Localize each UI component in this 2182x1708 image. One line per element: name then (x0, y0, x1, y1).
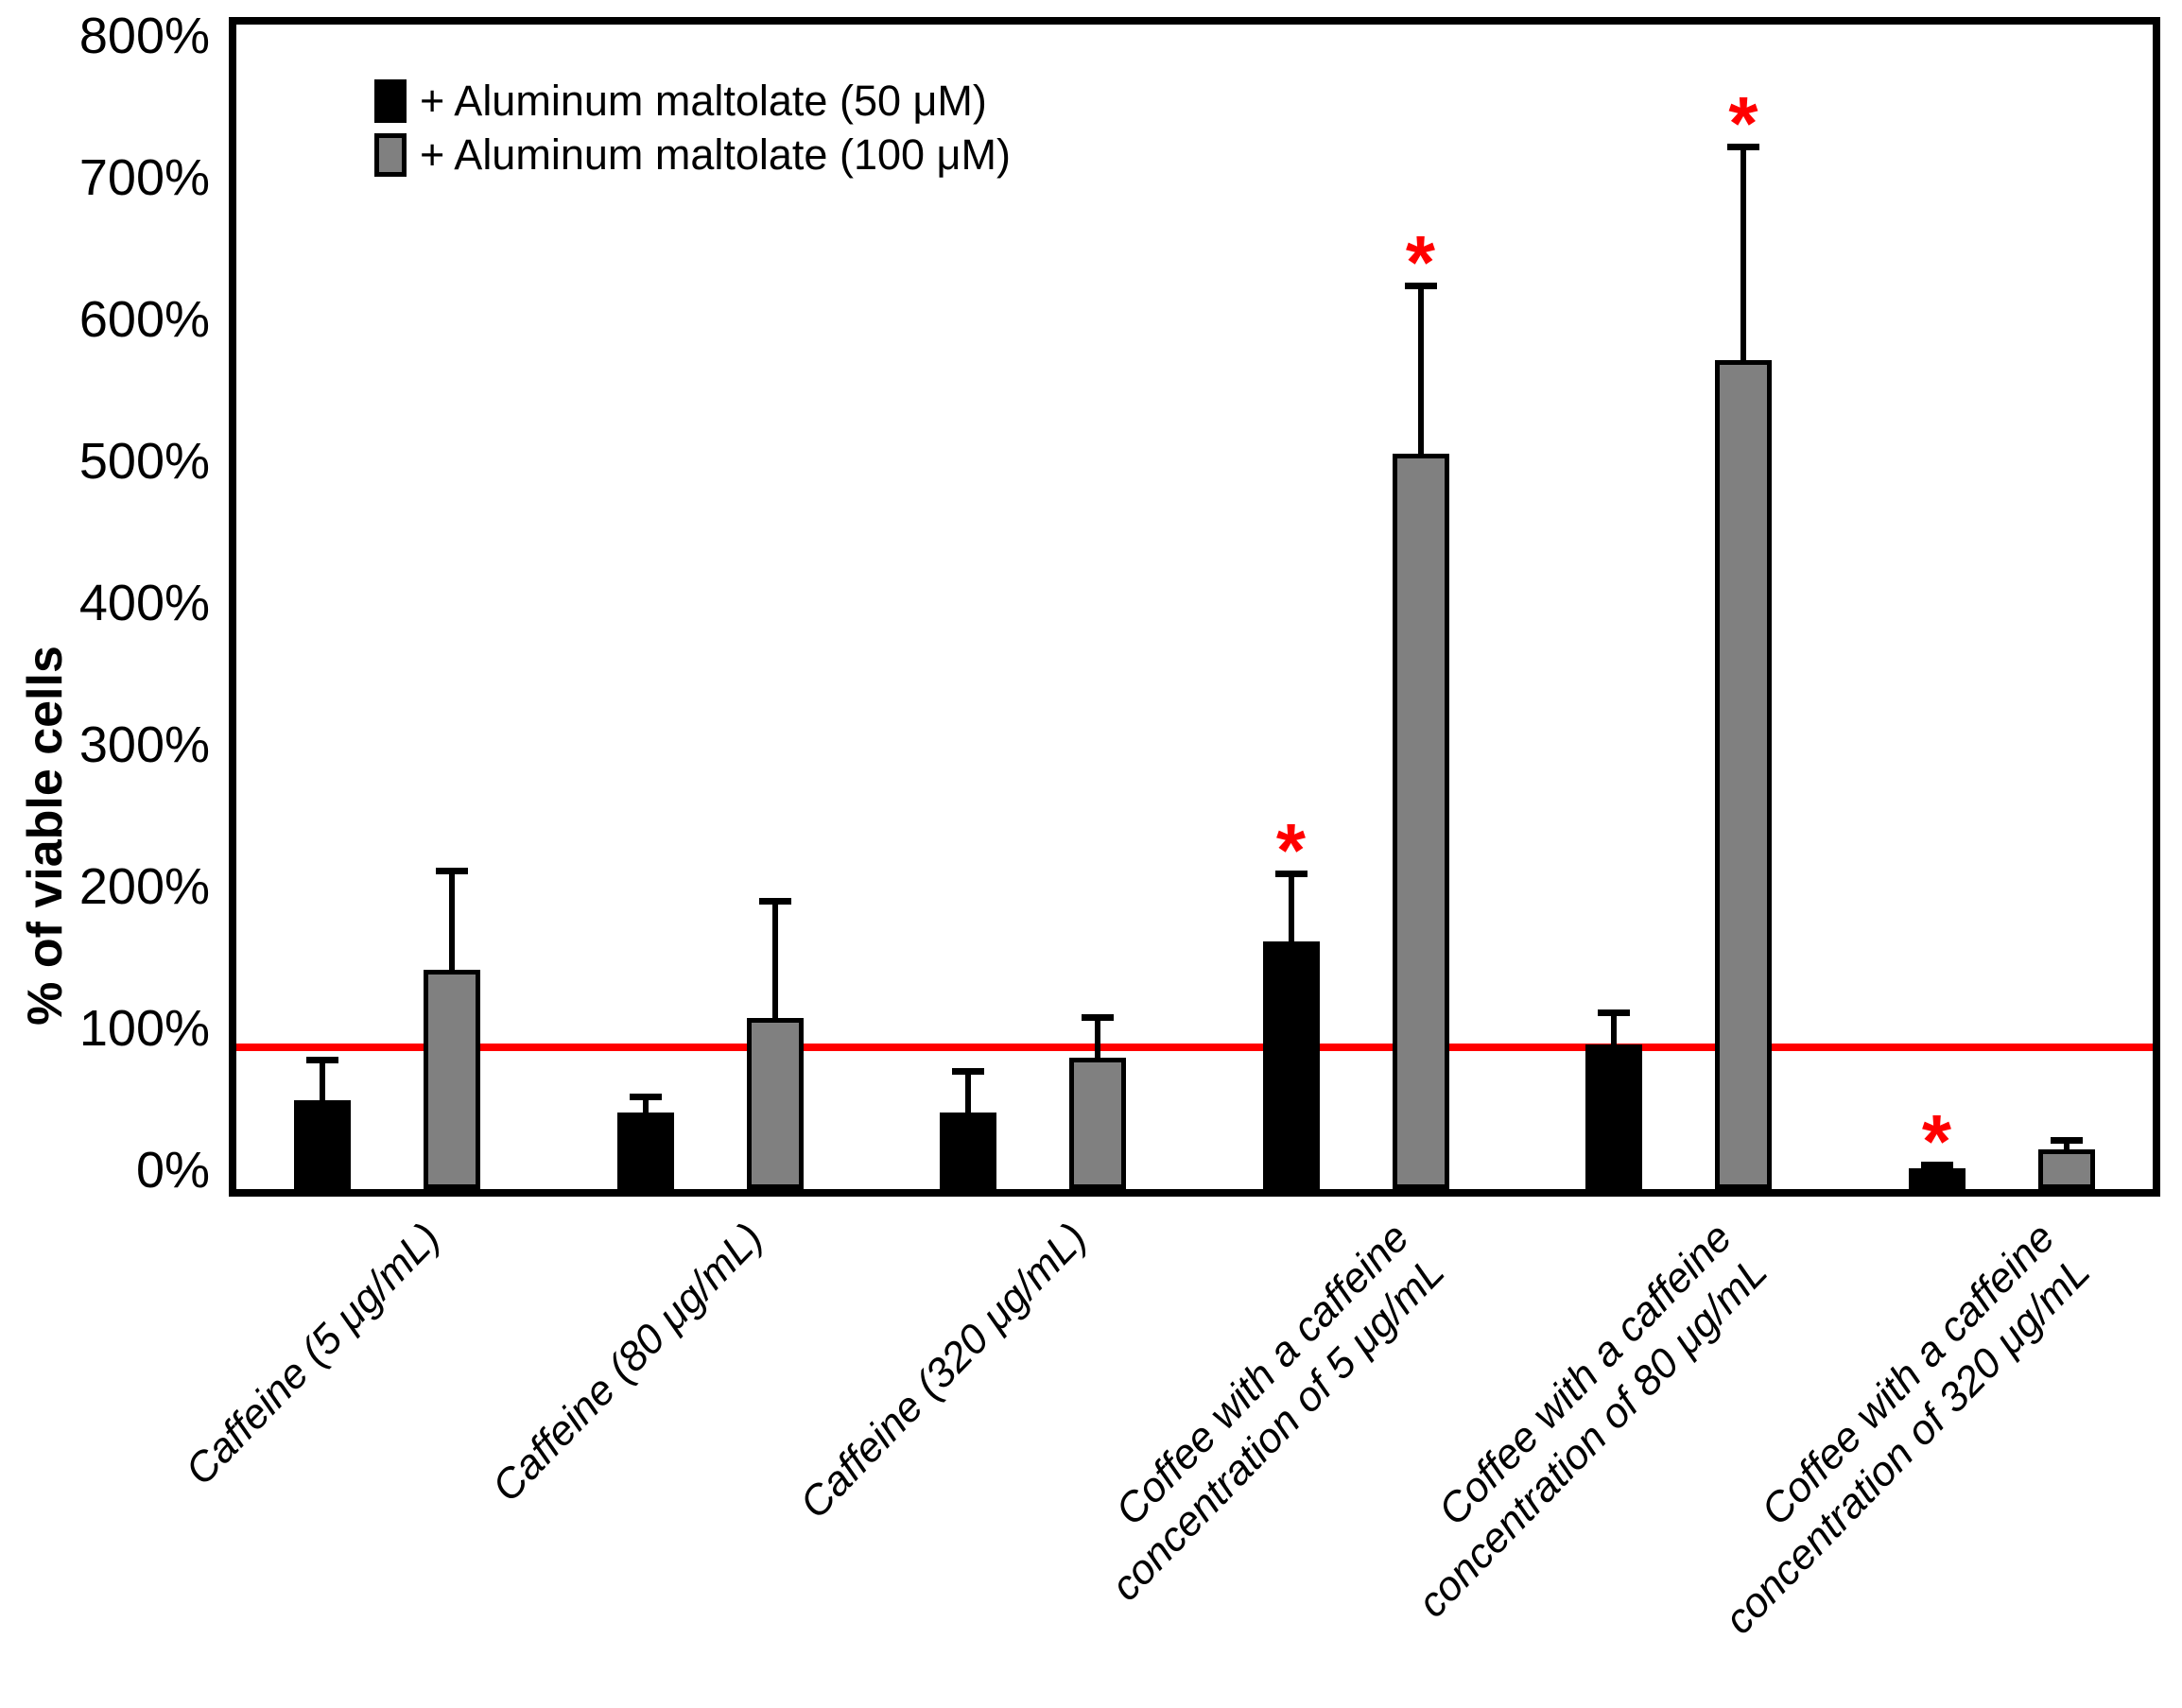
bar (746, 1017, 804, 1189)
bar (1715, 359, 1772, 1189)
error-bar-cap (306, 1056, 338, 1063)
error-bar-stem (320, 1057, 325, 1102)
error-bar-cap (1598, 1009, 1630, 1016)
legend-item-aluminum-maltolate-100: + Aluminum maltolate (100 μM) (374, 130, 1011, 179)
plot-area: * * * * (229, 17, 2160, 1197)
y-axis-title: % of viable cells (18, 646, 73, 1026)
bar (2037, 1149, 2095, 1189)
error-bar-stem (449, 869, 455, 972)
error-bar-cap (436, 868, 468, 874)
reference-line-100-percent (236, 1044, 2153, 1051)
error-bar-cap (1920, 1161, 1953, 1168)
significance-asterisk: * (1405, 219, 1436, 304)
legend-label: + Aluminum maltolate (100 μM) (420, 130, 1011, 179)
y-tick-label: 100% (78, 1000, 210, 1057)
legend-item-aluminum-maltolate-50: + Aluminum maltolate (50 μM) (374, 77, 1011, 125)
y-tick-label: 0% (135, 1142, 210, 1199)
error-bar-cap (629, 1093, 662, 1100)
legend-swatch-gray (374, 133, 407, 177)
legend: + Aluminum maltolate (50 μM) + Aluminum … (374, 77, 1011, 185)
y-tick-label: 300% (78, 716, 210, 773)
y-tick-label: 800% (78, 8, 210, 64)
error-bar-stem (1288, 871, 1294, 943)
bar (294, 1099, 351, 1189)
error-bar-stem (965, 1068, 971, 1114)
error-bar-stem (1417, 283, 1424, 456)
y-tick-label: 400% (78, 575, 210, 631)
error-bar-cap (1274, 871, 1307, 877)
y-tick-label: 700% (78, 149, 210, 206)
error-bar-cap (758, 897, 791, 905)
significance-asterisk: * (1275, 808, 1307, 892)
error-bar-cap (2050, 1137, 2083, 1144)
legend-swatch-black (374, 79, 407, 123)
bar (1585, 1044, 1642, 1189)
error-bar-stem (2063, 1138, 2069, 1151)
error-bar-cap (1404, 282, 1437, 289)
error-bar-stem (1095, 1014, 1100, 1060)
bar (424, 969, 480, 1189)
y-tick-label: 200% (78, 858, 210, 915)
x-category-label: Caffeine (5 μg/mL) (177, 1214, 450, 1494)
error-bar-stem (642, 1094, 649, 1114)
bar (940, 1113, 996, 1189)
bar (1069, 1057, 1126, 1189)
legend-label: + Aluminum maltolate (50 μM) (420, 77, 987, 125)
error-bar-stem (1740, 144, 1746, 362)
significance-asterisk: * (1728, 80, 1758, 165)
bar (616, 1113, 674, 1189)
x-category-label: Caffeine (80 μg/mL) (483, 1214, 772, 1511)
error-bar-cap (952, 1067, 984, 1075)
x-category-label: Caffeine (320 μg/mL) (790, 1214, 1096, 1527)
error-bar-stem (771, 898, 778, 1020)
y-tick-label: 600% (78, 291, 210, 348)
error-bar-cap (1727, 143, 1759, 150)
bar (1262, 940, 1320, 1189)
significance-asterisk: * (1921, 1098, 1952, 1183)
y-tick-label: 500% (78, 433, 210, 490)
error-bar-cap (1082, 1013, 1114, 1021)
error-bar-stem (1611, 1010, 1617, 1046)
bar (1392, 453, 1449, 1189)
bar (1908, 1167, 1966, 1189)
